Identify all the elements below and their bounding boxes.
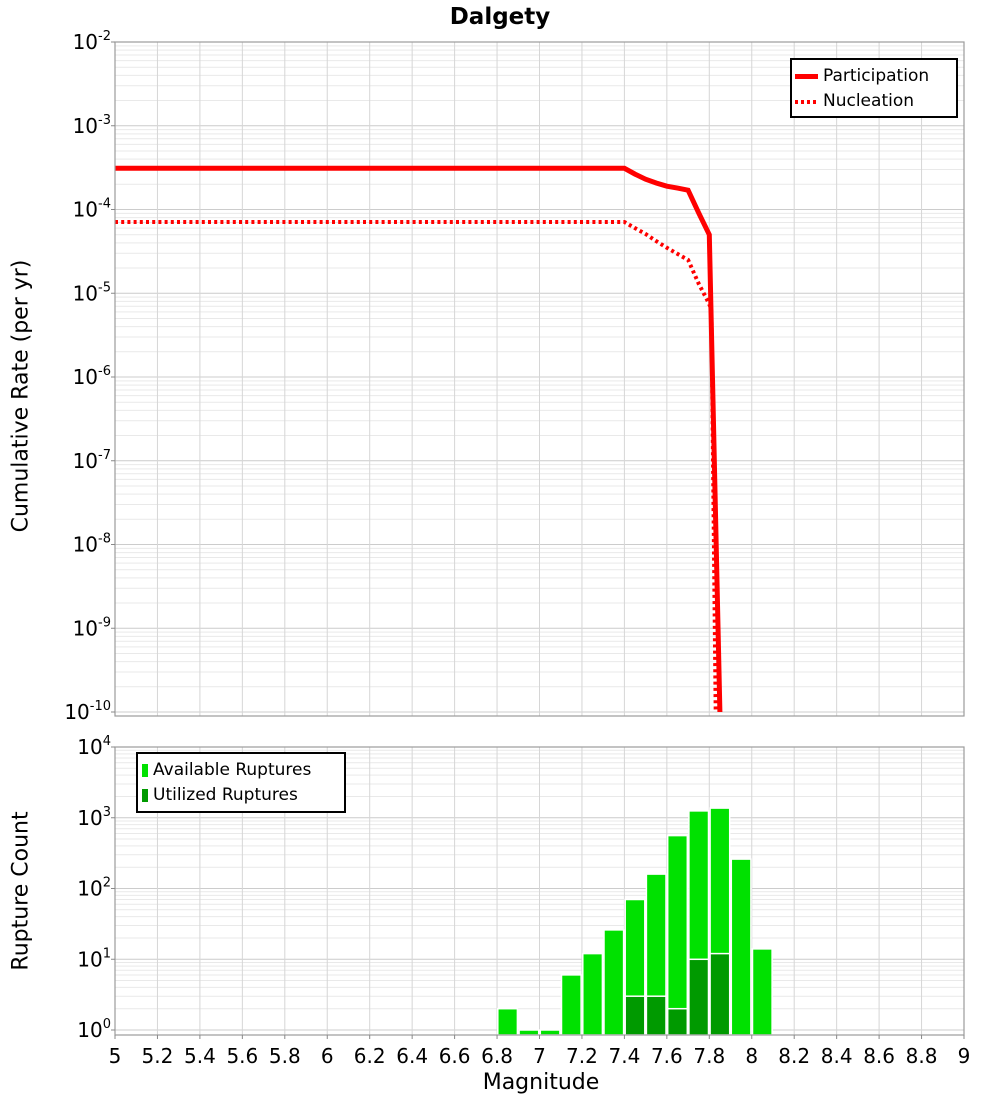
x-tick-label: 5.8 (269, 1044, 301, 1068)
x-tick-label: 5 (109, 1044, 122, 1068)
utilized-ruptures-bar (709, 952, 731, 1036)
x-tick-label: 9 (958, 1044, 971, 1068)
x-tick-label: 8 (745, 1044, 758, 1068)
available-ruptures-bar (582, 952, 604, 1036)
x-tick-label: 7 (533, 1044, 546, 1068)
y-tick-label: 10-7 (73, 448, 111, 473)
x-tick-label: 6.8 (481, 1044, 513, 1068)
utilized-ruptures-bar (645, 995, 667, 1036)
legend-row-participation: Participation (795, 64, 954, 89)
y-tick-label: 10-9 (73, 615, 111, 640)
magnitude-axis-label: Magnitude (482, 1070, 600, 1095)
participation-line (115, 165, 723, 713)
y-tick-label: 10-8 (73, 532, 111, 557)
utilized-ruptures-bar (624, 995, 646, 1036)
x-tick-label: 7.2 (566, 1044, 598, 1068)
available-ruptures-bar (539, 1029, 561, 1036)
x-tick-label: 8.4 (821, 1044, 853, 1068)
legend-label-utilized: Utilized Ruptures (153, 785, 298, 805)
x-tick-label: 7.8 (693, 1044, 725, 1068)
y-tick-label: 10-10 (64, 699, 111, 724)
rate-legend: Participation Nucleation (790, 58, 958, 118)
x-tick-label: 6 (321, 1044, 334, 1068)
utilized-ruptures-bar (688, 958, 710, 1036)
legend-row-utilized: Utilized Ruptures (142, 783, 342, 808)
available-ruptures-bar (730, 858, 752, 1036)
plot-border (114, 41, 965, 717)
utilized-ruptures-swatch (142, 789, 148, 802)
utilized-ruptures-bar (666, 1007, 689, 1036)
nucleation-line (115, 220, 718, 713)
y-tick-label: 104 (77, 734, 111, 759)
rupture-count-bars (497, 807, 773, 1036)
legend-row-nucleation: Nucleation (795, 89, 954, 114)
x-tick-label: 5.2 (142, 1044, 174, 1068)
available-ruptures-swatch (142, 764, 148, 777)
x-tick-label: 8.2 (778, 1044, 810, 1068)
legend-row-available: Available Ruptures (142, 758, 342, 783)
y-tick-label: 10-4 (73, 197, 111, 222)
nucleation-line-swatch (795, 99, 818, 104)
chart-title: Dalgety (449, 4, 551, 30)
rate-series (115, 165, 723, 713)
available-ruptures-bar (560, 974, 582, 1036)
x-tick-label: 8.8 (906, 1044, 938, 1068)
y-tick-label: 10-5 (73, 280, 111, 305)
legend-label-participation: Participation (823, 66, 930, 86)
y-tick-label: 10-6 (73, 364, 111, 389)
available-ruptures-bar (603, 929, 625, 1036)
legend-label-nucleation: Nucleation (823, 91, 915, 111)
participation-line-swatch (795, 74, 818, 79)
x-tick-label: 7.6 (651, 1044, 683, 1068)
y-tick-label: 103 (77, 805, 111, 830)
y-tick-label: 101 (77, 946, 111, 971)
available-ruptures-bar (497, 1007, 519, 1036)
x-tick-label: 5.6 (226, 1044, 258, 1068)
x-tick-label: 8.6 (863, 1044, 895, 1068)
legend-label-available: Available Ruptures (153, 760, 312, 780)
available-ruptures-bar (518, 1029, 540, 1036)
gridlines (115, 42, 964, 1035)
x-tick-label: 6.6 (439, 1044, 471, 1068)
available-ruptures-bar (751, 948, 773, 1036)
y-tick-label: 100 (77, 1017, 111, 1042)
x-tick-label: 6.2 (354, 1044, 386, 1068)
available-ruptures-bar (666, 834, 689, 1036)
count-legend: Available Ruptures Utilized Ruptures (136, 752, 346, 813)
x-tick-label: 5.4 (184, 1044, 216, 1068)
x-tick-label: 7.4 (608, 1044, 640, 1068)
y-tick-label: 102 (77, 876, 111, 901)
y-tick-label: 10-2 (73, 29, 111, 54)
y-tick-label: 10-3 (73, 113, 111, 138)
x-tick-label: 6.4 (396, 1044, 428, 1068)
